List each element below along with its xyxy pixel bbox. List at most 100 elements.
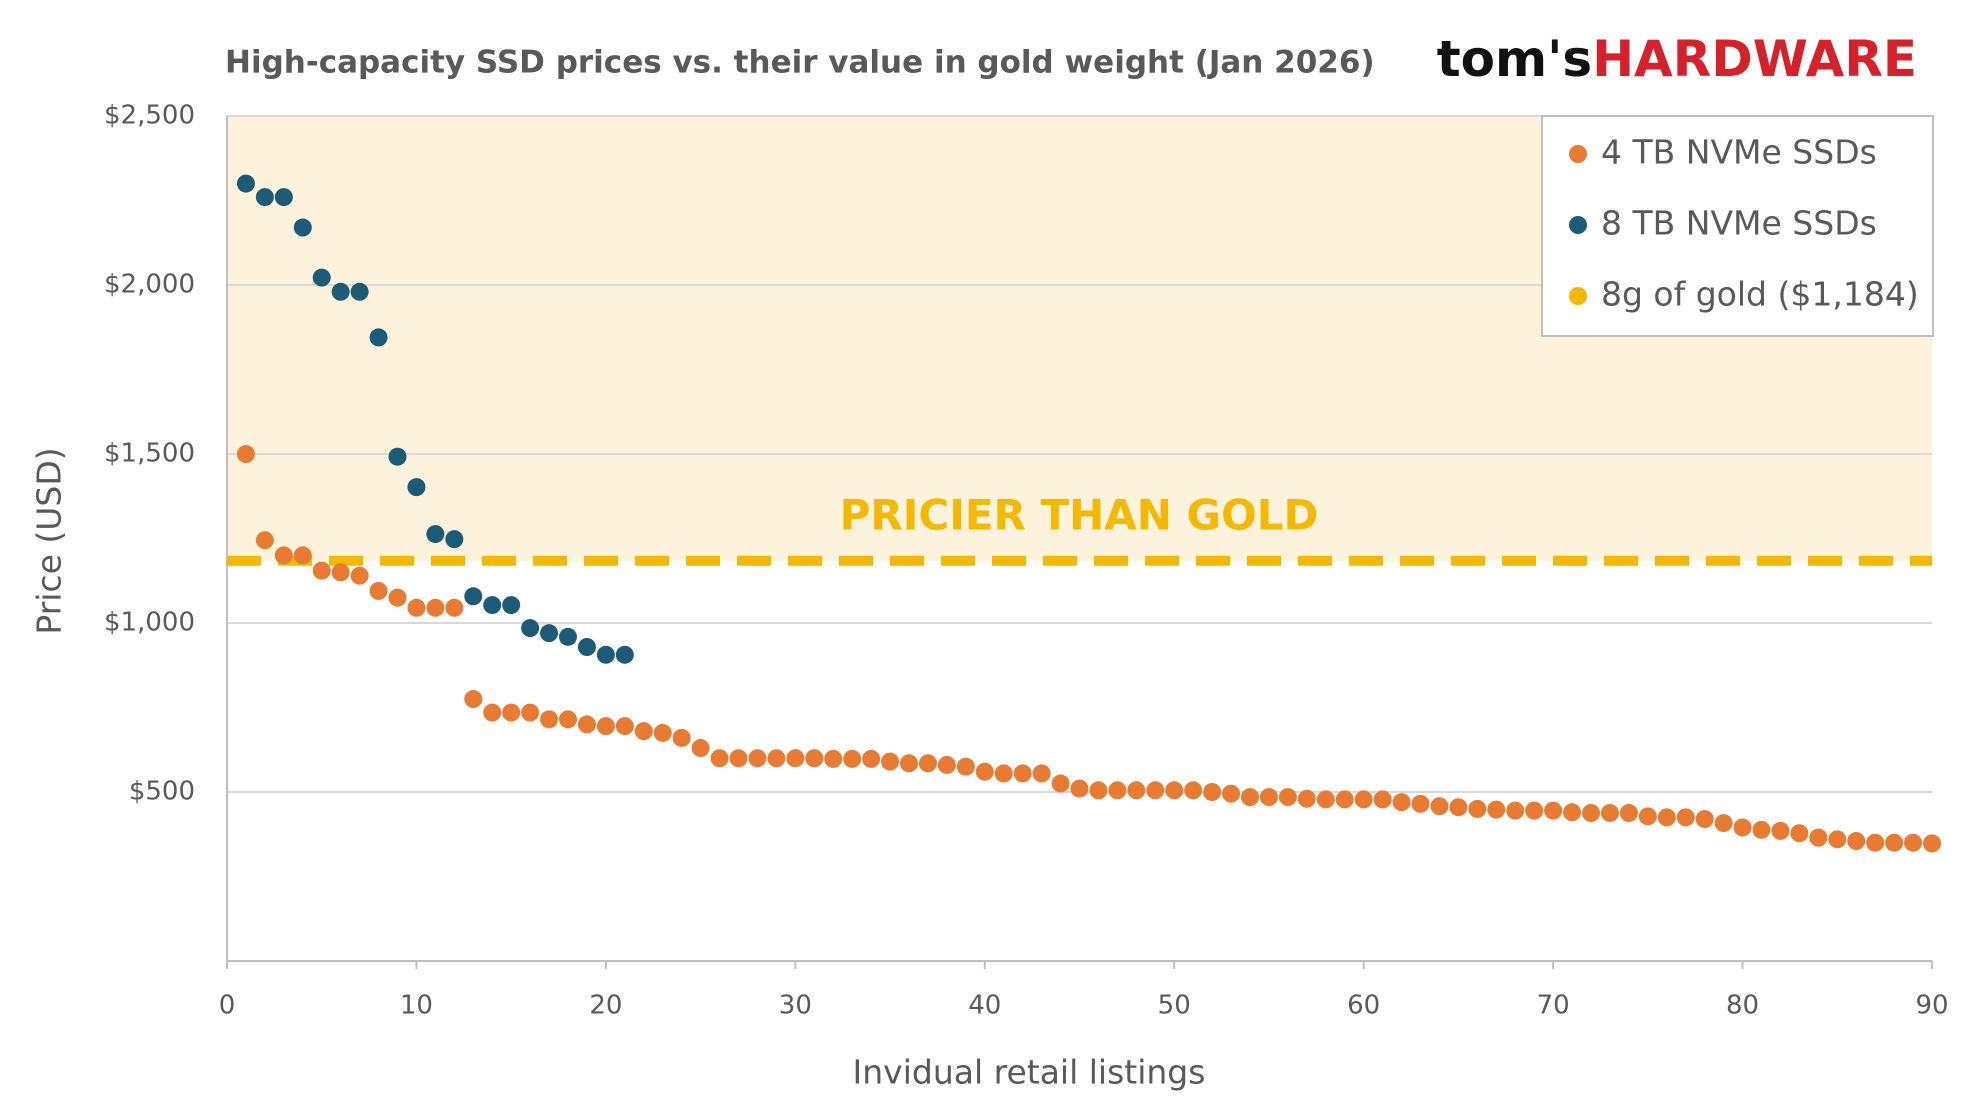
data-point <box>540 624 559 643</box>
x-tick-label: 60 <box>1347 991 1380 1021</box>
data-point <box>1544 801 1563 820</box>
logo: tom'sHARDWARE <box>1437 30 1917 88</box>
data-point <box>1127 781 1146 800</box>
data-point <box>1923 834 1941 853</box>
data-point <box>843 749 862 768</box>
data-point <box>975 762 994 781</box>
data-point <box>1430 797 1449 816</box>
data-point <box>521 619 540 638</box>
data-point <box>805 749 824 768</box>
data-point <box>483 703 502 722</box>
data-point <box>426 598 445 617</box>
data-point <box>1487 800 1506 819</box>
x-tick-label: 10 <box>400 991 433 1021</box>
data-point <box>824 749 843 768</box>
data-point <box>956 757 975 776</box>
data-point <box>1411 794 1430 813</box>
data-point <box>502 596 521 615</box>
legend-label: 8g of gold ($1,184) <box>1601 275 1919 314</box>
legend-label: 8 TB NVMe SSDs <box>1601 204 1877 243</box>
data-point <box>748 749 767 768</box>
legend-marker <box>1569 216 1587 234</box>
data-point <box>1506 801 1525 820</box>
data-point <box>729 749 748 768</box>
data-point <box>691 739 710 758</box>
data-point <box>1449 798 1468 817</box>
data-point <box>388 447 407 466</box>
data-point <box>1335 790 1354 809</box>
legend-marker <box>1569 145 1587 163</box>
data-point <box>236 174 255 193</box>
data-point <box>1165 781 1184 800</box>
data-point <box>1146 781 1165 800</box>
data-point <box>255 531 274 550</box>
x-tick-label: 30 <box>779 991 812 1021</box>
y-axis-label: Price (USD) <box>30 447 69 634</box>
data-point <box>1563 803 1582 822</box>
data-point <box>236 445 255 463</box>
data-point <box>900 754 918 773</box>
data-point <box>1582 803 1600 822</box>
data-point <box>1638 807 1657 826</box>
data-point <box>1241 788 1259 807</box>
data-point <box>918 754 937 773</box>
x-tick-label: 0 <box>219 991 236 1021</box>
data-point <box>331 563 350 582</box>
logo-prefix: tom's <box>1437 30 1592 88</box>
data-point <box>786 749 805 768</box>
data-point <box>1468 799 1487 818</box>
y-tick-label: $500 <box>129 777 195 807</box>
data-point <box>407 478 426 497</box>
data-point <box>1600 803 1619 822</box>
legend-marker <box>1569 287 1587 305</box>
data-point <box>483 596 502 615</box>
data-point <box>1222 784 1241 803</box>
data-point <box>1790 824 1809 843</box>
x-tick-label: 80 <box>1726 991 1759 1021</box>
data-point <box>369 581 388 600</box>
data-point <box>255 188 274 207</box>
data-point <box>577 715 596 734</box>
data-point <box>615 717 634 736</box>
data-point <box>1676 808 1695 827</box>
data-point <box>1354 790 1373 809</box>
data-point <box>1885 833 1904 852</box>
data-point <box>1392 793 1411 812</box>
data-point <box>445 530 464 549</box>
data-point <box>596 645 615 664</box>
data-point <box>653 723 672 742</box>
data-point <box>1203 783 1222 801</box>
data-point <box>1847 832 1866 851</box>
data-point <box>1619 803 1638 822</box>
data-point <box>1108 781 1127 800</box>
data-point <box>1866 833 1885 852</box>
data-point <box>1316 790 1335 809</box>
data-point <box>596 717 615 736</box>
data-point <box>521 703 540 722</box>
data-point <box>1013 764 1032 783</box>
data-point <box>1733 818 1752 837</box>
data-point <box>1297 789 1316 808</box>
data-point <box>767 749 786 768</box>
data-point <box>1089 781 1108 800</box>
data-point <box>388 588 407 607</box>
data-point <box>312 268 331 287</box>
data-point <box>1828 830 1847 849</box>
logo-name: HARDWARE <box>1592 30 1917 88</box>
data-point <box>1771 821 1790 840</box>
data-point <box>426 525 445 544</box>
data-point <box>1373 790 1392 809</box>
data-point <box>464 690 483 709</box>
data-point <box>1525 801 1544 820</box>
data-point <box>1752 820 1771 839</box>
data-point <box>994 764 1013 783</box>
data-point <box>634 722 653 741</box>
data-point <box>540 710 559 729</box>
data-point <box>559 627 577 646</box>
data-point <box>577 637 596 656</box>
x-tick-label: 20 <box>589 991 622 1021</box>
data-point <box>1904 833 1923 852</box>
y-tick-label: $2,500 <box>104 101 195 131</box>
data-point <box>1809 828 1828 847</box>
